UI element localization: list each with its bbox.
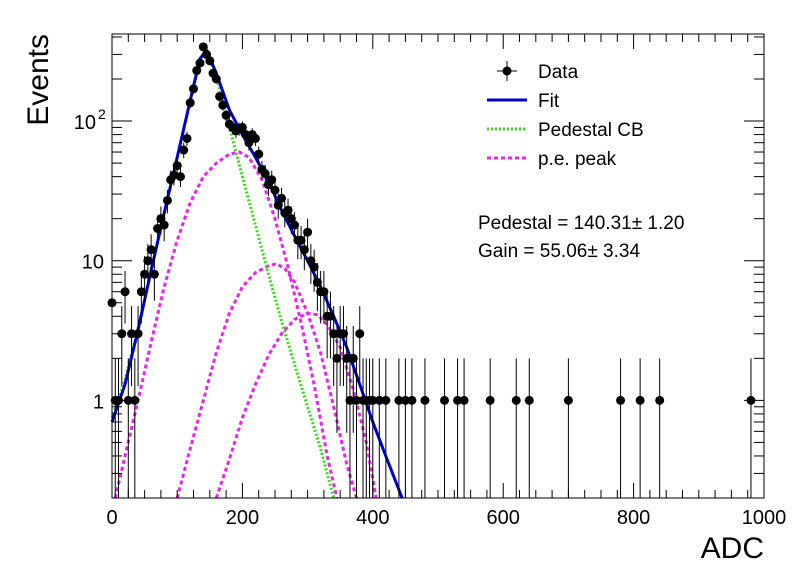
pe-peak-curve <box>214 311 378 499</box>
data-point <box>563 395 573 405</box>
data-point <box>130 395 140 405</box>
data-point <box>179 145 189 155</box>
data-point <box>338 329 348 339</box>
data-point <box>407 395 417 405</box>
data-point <box>453 395 463 405</box>
data-point <box>290 220 300 230</box>
data-point <box>260 169 270 179</box>
x-axis-label: ADC <box>701 532 764 565</box>
legend-label: Data <box>538 62 579 83</box>
x-tick-label: 600 <box>487 507 520 529</box>
data-point <box>159 220 169 230</box>
data-point <box>185 98 195 108</box>
data-point <box>182 133 192 143</box>
y-tick-label: 10 <box>82 252 104 274</box>
x-tick-label: 200 <box>226 507 259 529</box>
data-point <box>241 130 251 140</box>
x-tick-label: 0 <box>106 507 117 529</box>
pedestal-annotation: Pedestal = 140.31± 1.20 <box>478 213 684 234</box>
y-tick-label: 1 <box>93 391 104 413</box>
data-point <box>420 395 430 405</box>
data-point <box>273 200 283 210</box>
data-point <box>146 245 156 255</box>
y-axis-label: Events <box>22 34 55 126</box>
data-point <box>277 193 287 203</box>
data-point <box>400 395 410 405</box>
data-point <box>635 395 645 405</box>
pe-peak-curve <box>113 150 339 499</box>
data-point <box>189 84 198 94</box>
x-tick-label: 800 <box>617 507 650 529</box>
pe-peak-curve <box>175 262 358 499</box>
data-point <box>250 133 260 143</box>
data-point <box>172 161 182 171</box>
data-point-layer <box>107 42 756 498</box>
data-point <box>319 287 329 297</box>
data-point <box>296 235 306 245</box>
data-point <box>143 256 153 266</box>
data-point <box>120 287 130 297</box>
data-point <box>511 395 521 405</box>
legend-marker-data <box>502 66 512 76</box>
data-point <box>348 353 358 363</box>
data-point <box>299 245 309 255</box>
x-tick-label: 1000 <box>742 507 787 529</box>
data-point <box>368 395 378 405</box>
data-point <box>140 269 150 279</box>
y-tick-exponent: 2 <box>98 106 106 122</box>
legend-label: Fit <box>538 91 560 112</box>
data-point <box>332 353 342 363</box>
legend-label: p.e. peak <box>538 149 617 170</box>
x-tick-label: 400 <box>356 507 389 529</box>
data-point <box>345 395 355 405</box>
data-point <box>211 74 221 84</box>
data-point <box>198 42 208 52</box>
data-point <box>485 395 495 405</box>
data-point <box>329 329 339 339</box>
data-point <box>352 395 361 405</box>
data-point <box>342 353 352 363</box>
data-point <box>270 185 280 195</box>
data-point <box>127 329 137 339</box>
data-point <box>215 91 225 101</box>
data-point <box>136 287 146 297</box>
y-tick-label: 10 <box>74 112 96 134</box>
data-point <box>205 56 215 66</box>
data-point <box>309 262 319 272</box>
data-point <box>283 205 293 215</box>
data-point <box>254 149 264 159</box>
data-point <box>459 395 469 405</box>
data-point <box>655 395 665 405</box>
data-point <box>162 195 172 205</box>
gain-annotation: Gain = 55.06± 3.34 <box>478 241 640 262</box>
data-point <box>195 58 205 68</box>
data-point <box>192 66 202 76</box>
data-point <box>133 329 143 339</box>
data-point <box>244 138 254 148</box>
data-point <box>149 269 159 279</box>
data-point <box>303 227 313 237</box>
legend-label: Pedestal CB <box>538 120 644 141</box>
data-point <box>616 395 626 405</box>
data-point <box>218 100 228 110</box>
x-axis: 0 200 400 600 800 1000 <box>106 34 786 529</box>
data-point <box>440 395 450 405</box>
data-point <box>381 395 391 405</box>
data-point <box>312 277 322 287</box>
data-point <box>325 311 335 321</box>
plot-frame <box>111 33 765 499</box>
data-point <box>221 110 231 120</box>
data-point <box>374 395 384 405</box>
legend: Data Fit Pedestal CB p.e. peak <box>487 61 644 170</box>
data-point <box>355 329 365 339</box>
data-point <box>524 395 534 405</box>
data-point <box>237 122 247 132</box>
data-point <box>175 172 185 182</box>
data-point <box>394 395 404 405</box>
data-point <box>267 175 277 185</box>
